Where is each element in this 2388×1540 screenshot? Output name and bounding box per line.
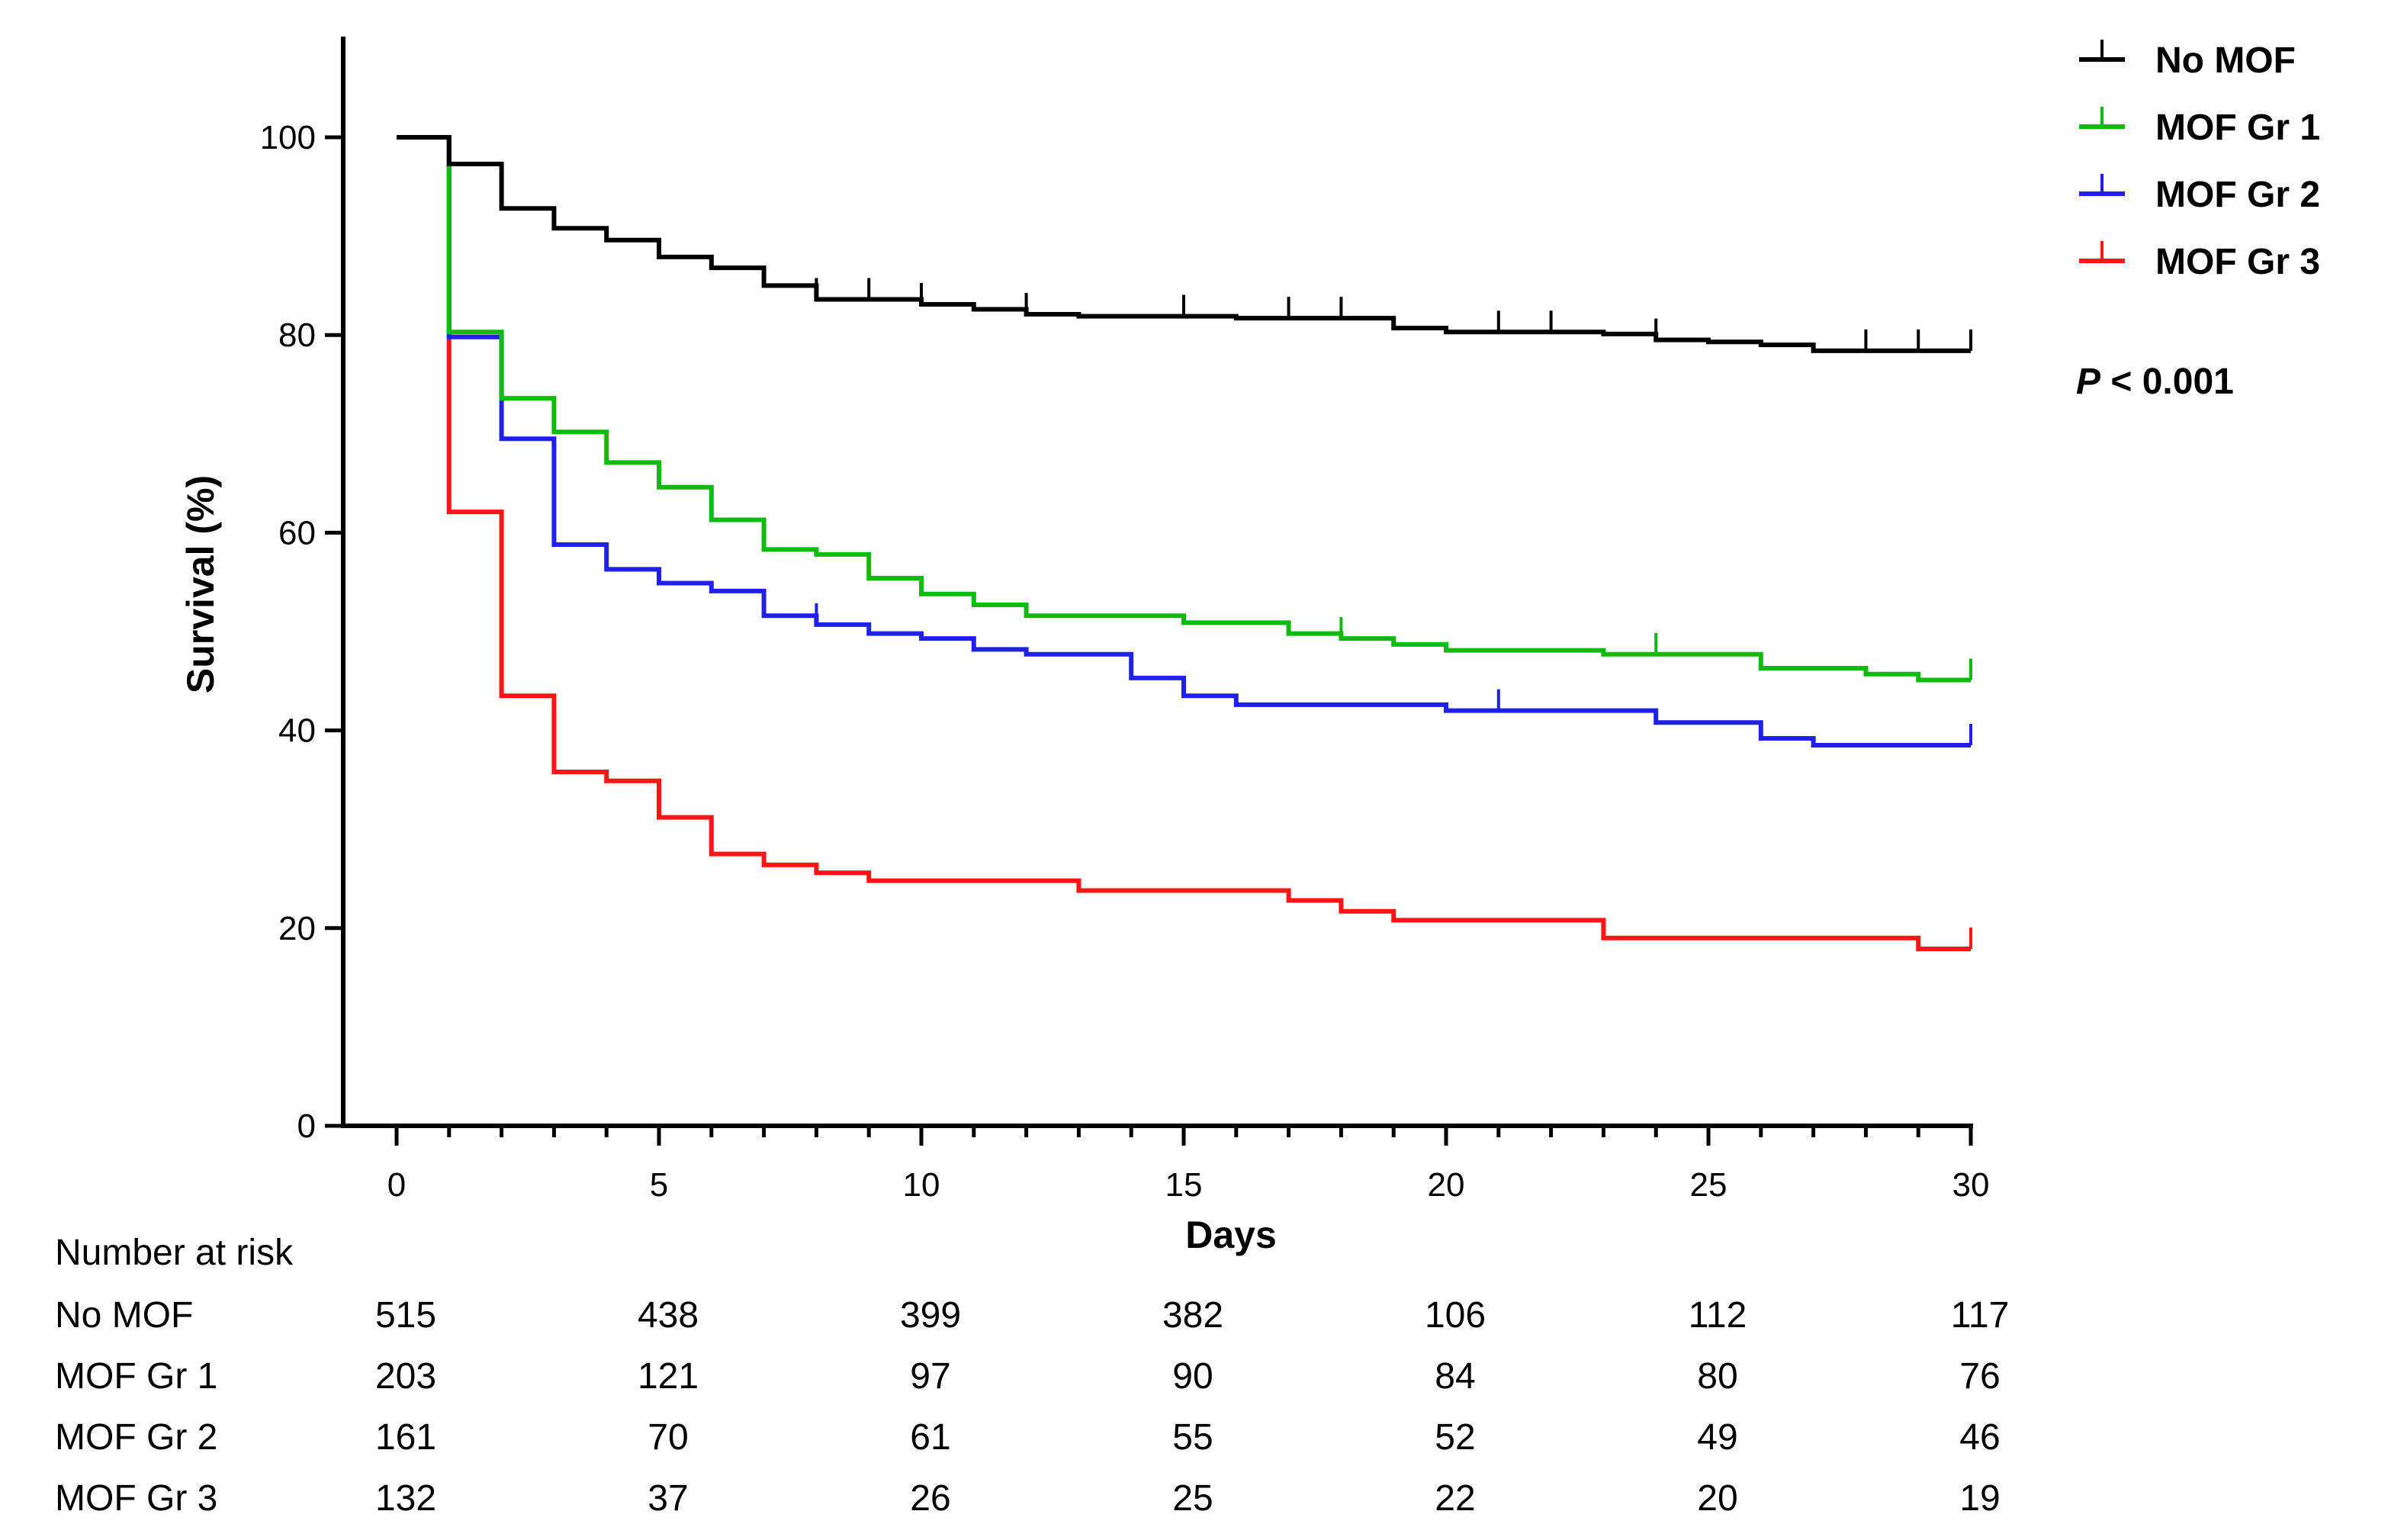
x-tick-label: 5 <box>650 1166 668 1204</box>
y-tick-label: 100 <box>260 119 316 156</box>
x-tick-label: 20 <box>1428 1166 1465 1204</box>
risk-cell: 117 <box>1951 1295 2010 1336</box>
axes: 0 20 40 60 80 100 0 5 10 15 20 25 30 <box>260 37 1990 1204</box>
y-axis-title: Survival (%) <box>179 475 222 693</box>
risk-cell: 106 <box>1425 1295 1486 1336</box>
legend-label-mof-gr-3: MOF Gr 3 <box>2155 242 2320 282</box>
x-tick-label: 10 <box>903 1166 940 1204</box>
x-tick-label: 15 <box>1165 1166 1203 1204</box>
risk-cell: 19 <box>1959 1478 2000 1519</box>
risk-cell: 399 <box>900 1295 961 1336</box>
risk-cell: 203 <box>375 1356 436 1397</box>
legend: No MOF MOF Gr 1 MOF Gr 2 MOF Gr 3 <box>2079 40 2320 282</box>
risk-cell: 25 <box>1172 1478 1213 1519</box>
p-value-symbol: P <box>2076 362 2101 402</box>
y-tick-label: 40 <box>278 712 316 750</box>
risk-cell: 121 <box>638 1356 699 1397</box>
y-tick-label: 0 <box>297 1108 316 1145</box>
risk-cell: 382 <box>1162 1295 1223 1336</box>
risk-cell: 46 <box>1959 1417 2000 1458</box>
risk-cell: 55 <box>1172 1417 1213 1458</box>
risk-cell: 37 <box>648 1478 688 1519</box>
risk-cell: 80 <box>1697 1356 1737 1397</box>
risk-row-label: MOF Gr 3 <box>55 1478 217 1519</box>
legend-label-mof-gr-1: MOF Gr 1 <box>2155 108 2320 148</box>
legend-label-no-mof: No MOF <box>2155 40 2296 81</box>
y-tick-label: 20 <box>278 910 316 947</box>
risk-cell: 438 <box>638 1295 699 1336</box>
risk-cell: 70 <box>648 1417 688 1458</box>
x-tick-label: 30 <box>1953 1166 1990 1204</box>
risk-cell: 515 <box>375 1295 436 1336</box>
risk-row-label: MOF Gr 2 <box>55 1417 217 1458</box>
risk-cell: 132 <box>375 1478 436 1519</box>
risk-row-label: MOF Gr 1 <box>55 1356 217 1397</box>
risk-cell: 97 <box>910 1356 950 1397</box>
y-tick-label: 80 <box>278 317 316 354</box>
risk-cell: 112 <box>1689 1295 1747 1336</box>
series-line-no-mof <box>397 135 1971 353</box>
risk-cell: 61 <box>910 1417 950 1458</box>
risk-cell: 22 <box>1435 1478 1475 1519</box>
x-tick-label: 25 <box>1690 1166 1728 1204</box>
risk-cell: 49 <box>1697 1417 1737 1458</box>
x-axis-title: Days <box>1185 1214 1277 1256</box>
survival-curves <box>397 135 1972 952</box>
risk-cell: 84 <box>1435 1356 1475 1397</box>
risk-cell: 76 <box>1959 1356 2000 1397</box>
legend-label-mof-gr-2: MOF Gr 2 <box>2155 175 2320 215</box>
risk-cell: 161 <box>375 1417 436 1458</box>
risk-cell: 90 <box>1172 1356 1213 1397</box>
risk-table-title: Number at risk <box>55 1233 294 1273</box>
series-line-mof-gr-1 <box>397 135 1971 683</box>
risk-row-label: No MOF <box>55 1295 193 1336</box>
series-line-mof-gr-2 <box>397 135 1971 748</box>
p-value-annotation: P < 0.001 <box>2076 362 2234 402</box>
number-at-risk-table: Number at risk No MOF 515 438 399 382 106 112 1… <box>55 1233 2009 1519</box>
y-tick-label: 60 <box>278 514 316 551</box>
p-value-text: < 0.001 <box>2100 362 2234 402</box>
series-line-mof-gr-3 <box>397 135 1971 952</box>
risk-cell: 52 <box>1435 1417 1475 1458</box>
risk-cell: 20 <box>1697 1478 1737 1519</box>
x-tick-label: 0 <box>387 1166 406 1204</box>
risk-cell: 26 <box>910 1478 950 1519</box>
